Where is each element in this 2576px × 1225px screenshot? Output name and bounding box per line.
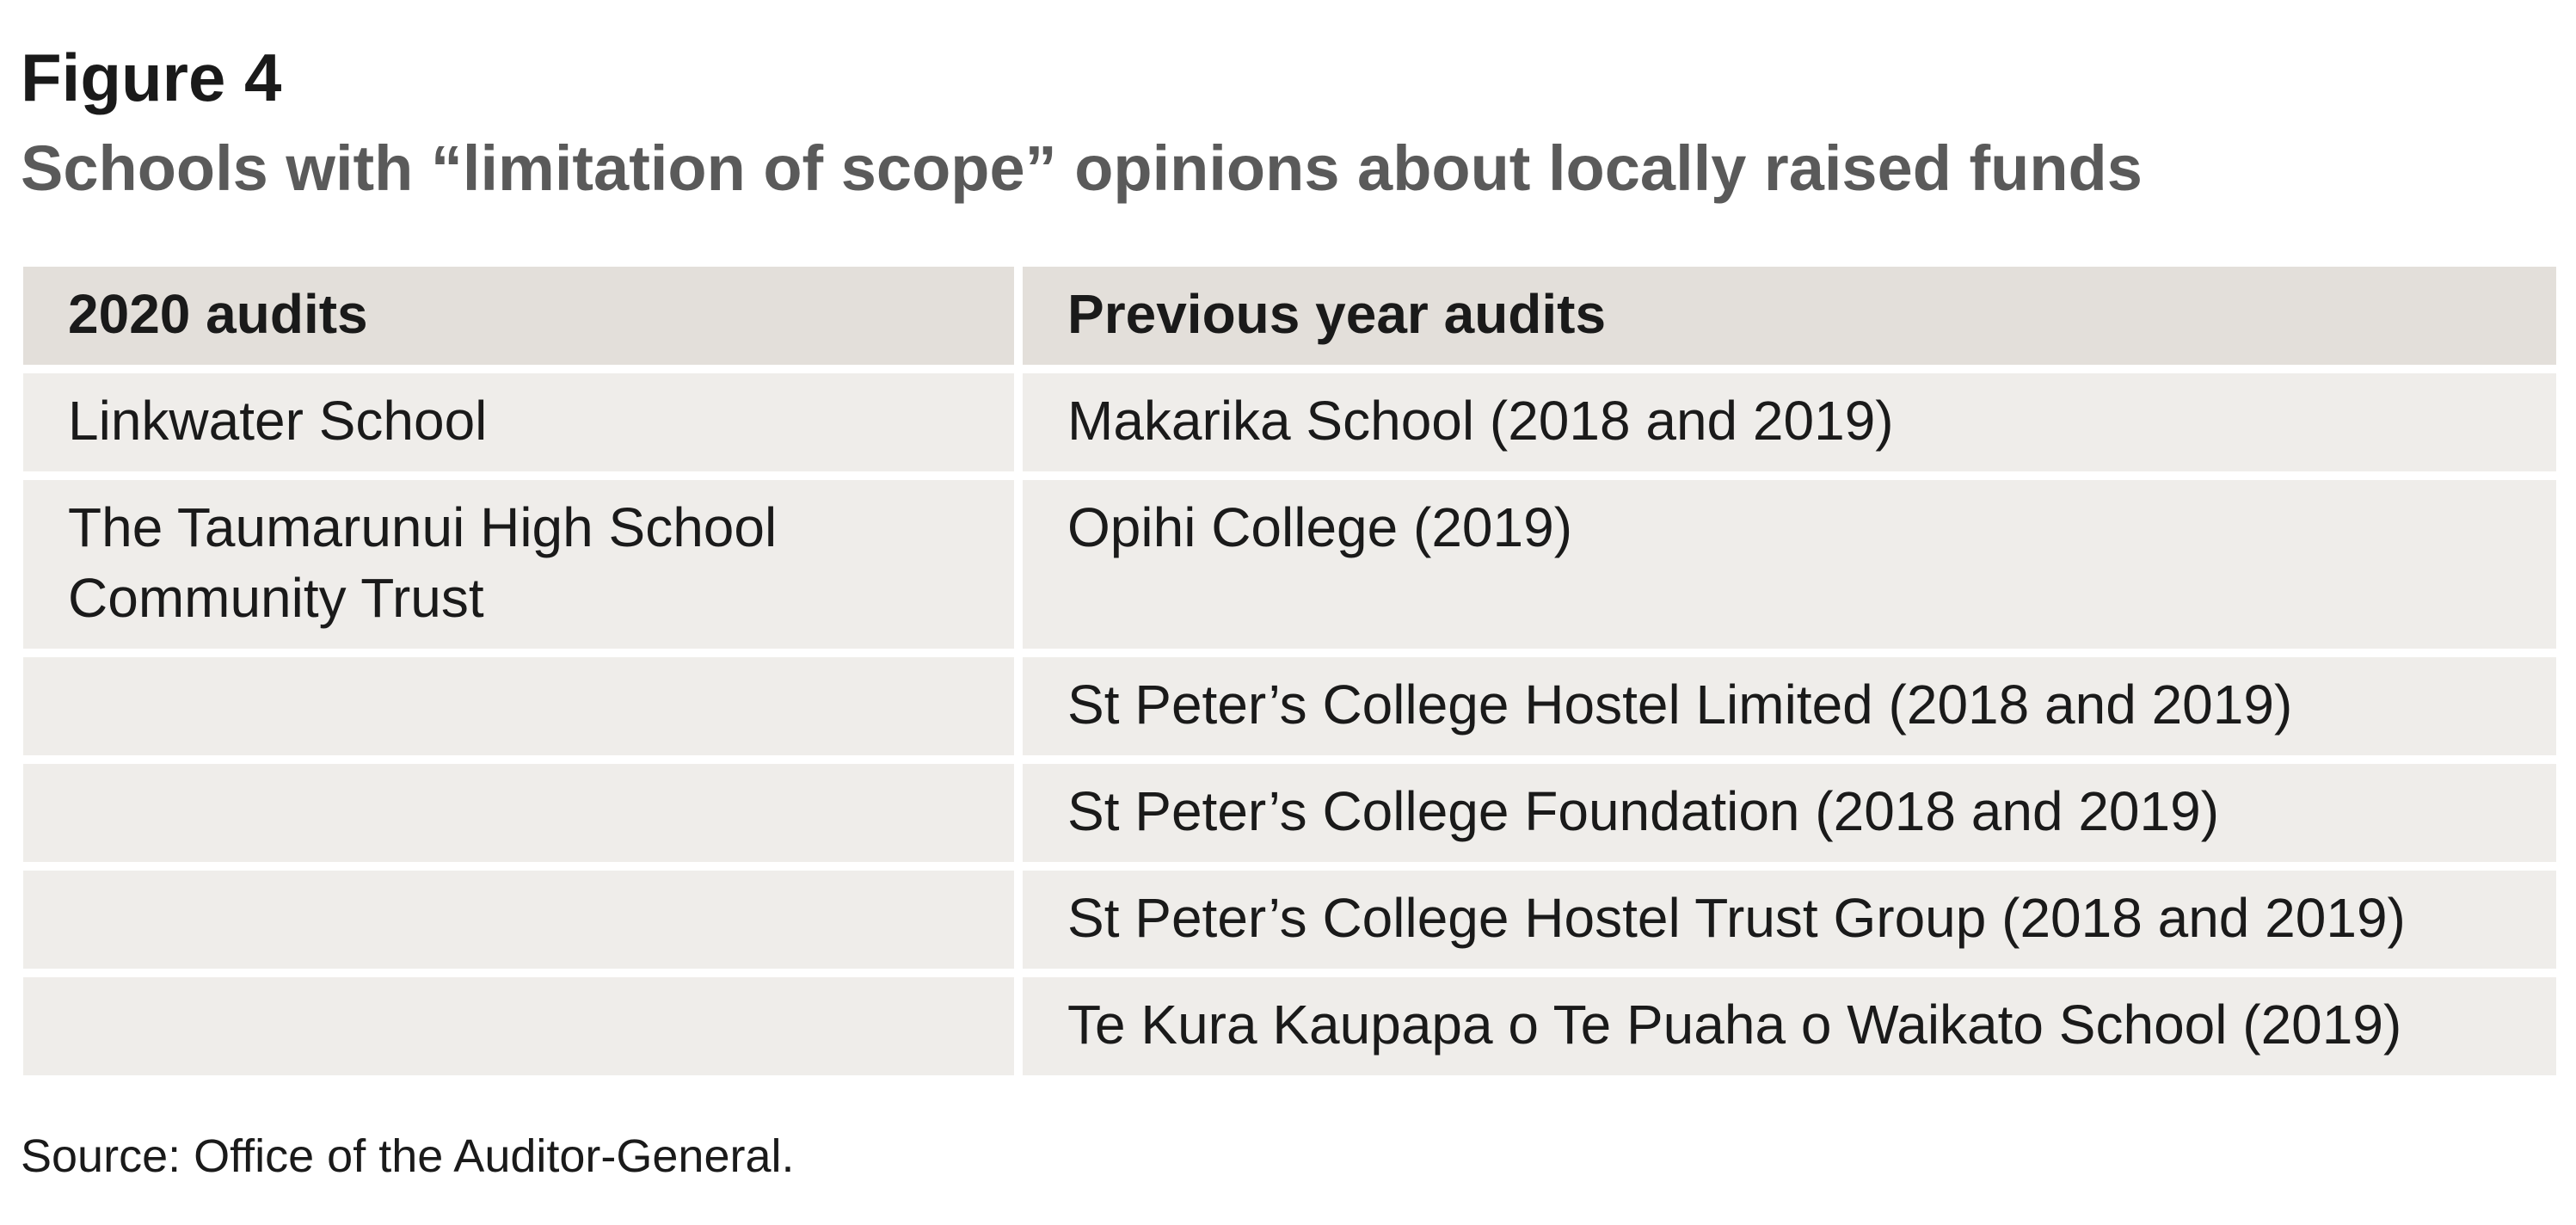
column-header-previous-year-audits: Previous year audits bbox=[1023, 267, 2556, 365]
figure-label: Figure 4 bbox=[21, 40, 282, 115]
table-cell: Makarika School (2018 and 2019) bbox=[1023, 373, 2556, 471]
table-cell: St Peter’s College Foundation (2018 and … bbox=[1023, 764, 2556, 862]
table-row: Linkwater School Makarika School (2018 a… bbox=[23, 373, 2556, 471]
table-cell bbox=[23, 871, 1014, 969]
table-header-row: 2020 audits Previous year audits bbox=[23, 267, 2556, 365]
table-row: The Taumarunui High School Community Tru… bbox=[23, 480, 2556, 649]
figure-title: Schools with “limitation of scope” opini… bbox=[21, 132, 2143, 204]
table-cell: St Peter’s College Hostel Trust Group (2… bbox=[1023, 871, 2556, 969]
table-cell: Linkwater School bbox=[23, 373, 1014, 471]
audits-table: 2020 audits Previous year audits Linkwat… bbox=[15, 258, 2565, 1084]
table-row: St Peter’s College Hostel Trust Group (2… bbox=[23, 871, 2556, 969]
table-cell: The Taumarunui High School Community Tru… bbox=[23, 480, 1014, 649]
table-cell: Te Kura Kaupapa o Te Puaha o Waikato Sch… bbox=[1023, 977, 2556, 1075]
column-header-2020-audits: 2020 audits bbox=[23, 267, 1014, 365]
table-cell bbox=[23, 977, 1014, 1075]
table-cell bbox=[23, 764, 1014, 862]
table-cell bbox=[23, 657, 1014, 755]
table-row: St Peter’s College Hostel Limited (2018 … bbox=[23, 657, 2556, 755]
source-note: Source: Office of the Auditor-General. bbox=[21, 1130, 795, 1182]
table-cell: St Peter’s College Hostel Limited (2018 … bbox=[1023, 657, 2556, 755]
audits-table-container: 2020 audits Previous year audits Linkwat… bbox=[23, 267, 2556, 1075]
table-cell: Opihi College (2019) bbox=[1023, 480, 2556, 649]
table-row: St Peter’s College Foundation (2018 and … bbox=[23, 764, 2556, 862]
table-row: Te Kura Kaupapa o Te Puaha o Waikato Sch… bbox=[23, 977, 2556, 1075]
